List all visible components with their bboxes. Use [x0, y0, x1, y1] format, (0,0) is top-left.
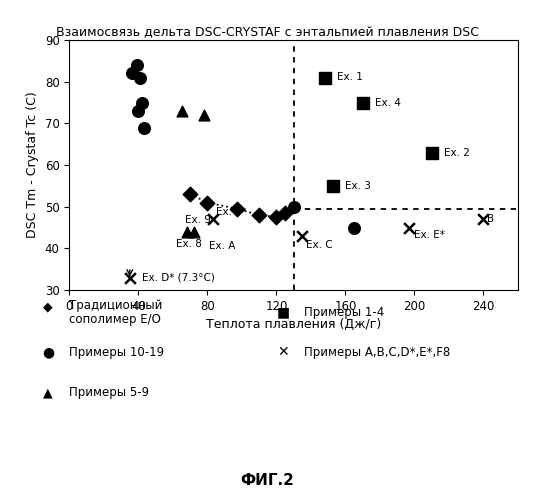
Point [177, 107, 186, 115]
Point [358, 98, 367, 106]
Point [200, 111, 208, 119]
Text: Примеры 10-19: Примеры 10-19 [69, 346, 164, 359]
Point [232, 205, 241, 213]
Text: Ex. 9: Ex. 9 [185, 216, 211, 226]
Text: ◆: ◆ [43, 300, 53, 313]
Point [289, 202, 298, 210]
Point [186, 190, 194, 198]
Point [427, 148, 436, 156]
Text: ●: ● [42, 346, 54, 360]
Point [479, 215, 488, 223]
Text: Ex. D* (7.3°C): Ex. D* (7.3°C) [142, 272, 215, 282]
Text: Ex. 4: Ex. 4 [375, 98, 400, 108]
Point [350, 224, 358, 232]
Point [127, 70, 136, 78]
X-axis label: Теплота плавления (Дж/г): Теплота плавления (Дж/г) [206, 318, 381, 332]
Point [125, 274, 134, 281]
Text: Примеры 5-9: Примеры 5-9 [69, 386, 150, 399]
Text: Ex. A: Ex. A [209, 242, 235, 251]
Point [139, 124, 148, 132]
Point [203, 198, 211, 206]
Point [405, 224, 413, 232]
Y-axis label: DSC Tm - Crystaf Tc (C): DSC Tm - Crystaf Tc (C) [26, 92, 40, 238]
Point [272, 213, 281, 221]
Text: B: B [487, 214, 494, 224]
Text: Взаимосвязь дельта DSC-CRYSTAF с энтальпией плавления DSC: Взаимосвязь дельта DSC-CRYSTAF с энтальп… [56, 26, 478, 39]
Text: Ex. 1: Ex. 1 [337, 72, 363, 83]
Point [190, 228, 198, 235]
Text: ✕: ✕ [277, 346, 289, 360]
Text: Ex. C: Ex. C [306, 240, 332, 250]
Point [281, 209, 289, 217]
Text: Ex. 2: Ex. 2 [444, 148, 470, 158]
Point [320, 74, 329, 82]
Text: Традиционный
сополимер Е/О: Традиционный сополимер Е/О [69, 298, 163, 326]
Point [136, 74, 144, 82]
Point [255, 211, 263, 219]
Point [183, 228, 191, 235]
Text: Ex. F*: Ex. F* [216, 207, 246, 217]
Point [298, 232, 307, 240]
Point [329, 182, 337, 190]
Text: ▲: ▲ [43, 386, 53, 399]
Text: Ex. 3: Ex. 3 [345, 181, 371, 191]
Text: Ex. 8: Ex. 8 [176, 239, 202, 249]
Text: Ex. E*: Ex. E* [414, 230, 445, 239]
Text: Примеры 1-4: Примеры 1-4 [304, 306, 384, 319]
Point [138, 98, 146, 106]
Text: ■: ■ [277, 306, 289, 320]
Point [134, 107, 143, 115]
Point [208, 215, 217, 223]
Text: Примеры А,В,С,D*,Е*,F8: Примеры А,В,С,D*,Е*,F8 [304, 346, 451, 359]
Text: ФИГ.2: ФИГ.2 [240, 473, 294, 488]
Point [132, 61, 141, 69]
